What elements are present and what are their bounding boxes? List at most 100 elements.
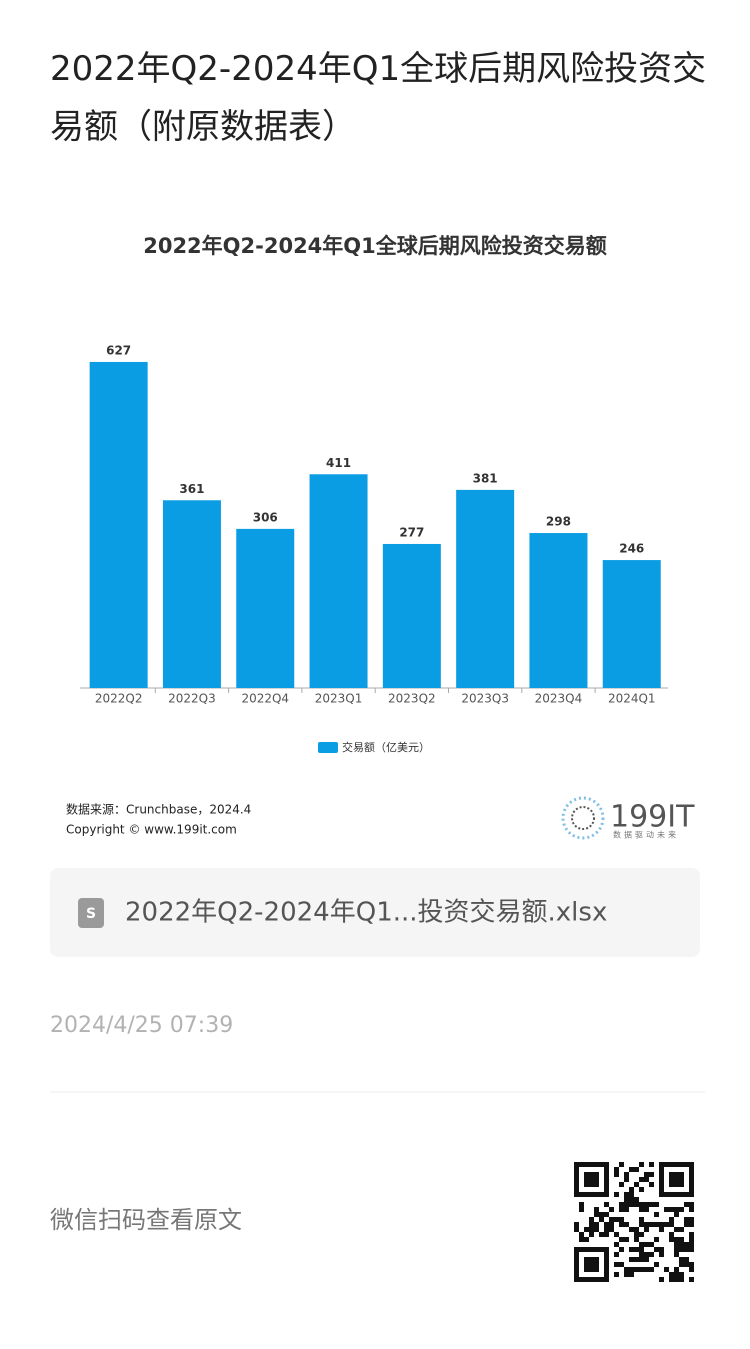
qr-cell	[594, 1227, 599, 1232]
data-label: 306	[253, 510, 278, 524]
qr-cell	[644, 1227, 649, 1232]
qr-cell	[589, 1222, 594, 1227]
qr-finder	[669, 1172, 684, 1187]
qr-cell	[689, 1247, 694, 1252]
qr-cell	[684, 1202, 689, 1207]
qr-cell	[629, 1187, 634, 1192]
qr-cell	[634, 1202, 639, 1207]
qr-cell	[574, 1227, 579, 1232]
logo-text: 199IT	[610, 800, 695, 835]
qr-cell	[614, 1217, 619, 1222]
bar	[529, 533, 588, 688]
qr-cell	[679, 1207, 684, 1212]
qr-cell	[589, 1217, 594, 1222]
qr-cell	[604, 1222, 609, 1227]
qr-cell	[679, 1277, 684, 1282]
qr-cell	[629, 1192, 634, 1197]
qr-cell	[669, 1222, 674, 1227]
file-icon	[78, 898, 104, 928]
qr-cell	[634, 1257, 639, 1262]
qr-cell	[579, 1202, 584, 1207]
qr-cell	[674, 1227, 679, 1232]
qr-cell	[684, 1257, 689, 1262]
qr-cell	[584, 1227, 589, 1232]
article-title: 2022年Q2-2024年Q1全球后期风险投资交易额（附原数据表）	[50, 49, 707, 147]
qr-cell	[679, 1272, 684, 1277]
qr-cell	[639, 1257, 644, 1262]
data-label: 411	[326, 456, 351, 470]
qr-cell	[604, 1232, 609, 1237]
x-tick-label: 2024Q1	[608, 692, 656, 706]
qr-cell	[634, 1227, 639, 1232]
copyright: Copyright © www.199it.com	[66, 823, 237, 837]
qr-cell	[609, 1207, 614, 1212]
qr-cell	[619, 1182, 624, 1187]
qr-cell	[614, 1252, 619, 1257]
qr-cell	[669, 1277, 674, 1282]
qr-cell	[614, 1232, 619, 1237]
qr-cell	[639, 1187, 644, 1192]
qr-cell	[669, 1217, 674, 1222]
qr-cell	[649, 1267, 654, 1272]
qr-cell	[619, 1247, 624, 1252]
qr-cell	[629, 1272, 634, 1277]
qr-cell	[684, 1247, 689, 1252]
qr-cell	[674, 1267, 679, 1272]
qr-cell	[624, 1177, 629, 1182]
qr-cell	[624, 1172, 629, 1177]
qr-cell	[664, 1267, 669, 1272]
qr-cell	[624, 1272, 629, 1277]
qr-cell	[684, 1217, 689, 1222]
chart-title: 2022年Q2-2024年Q1全球后期风险投资交易额	[143, 234, 607, 258]
qr-cell	[649, 1242, 654, 1247]
legend-label: 交易额（亿美元）	[342, 740, 430, 754]
qr-cell	[614, 1167, 619, 1172]
qr-cell	[684, 1242, 689, 1247]
qr-cell	[649, 1222, 654, 1227]
qr-cell	[624, 1197, 629, 1202]
qr-cell	[599, 1217, 604, 1222]
x-tick-label: 2023Q2	[388, 692, 436, 706]
qr-cell	[634, 1247, 639, 1252]
qr-cell	[619, 1207, 624, 1212]
qr-cell	[624, 1222, 629, 1227]
qr-cell	[604, 1212, 609, 1217]
qr-cell	[579, 1207, 584, 1212]
qr-cell	[669, 1237, 674, 1242]
qr-code[interactable]	[574, 1162, 694, 1282]
attachment-card[interactable]	[50, 868, 700, 957]
qr-cell	[639, 1232, 644, 1237]
x-tick-label: 2022Q4	[241, 692, 289, 706]
qr-cell	[659, 1252, 664, 1257]
qr-cell	[619, 1162, 624, 1167]
bar	[309, 474, 368, 688]
qr-cell	[679, 1257, 684, 1262]
qr-cell	[654, 1247, 659, 1252]
qr-cell	[584, 1237, 589, 1242]
qr-cell	[644, 1172, 649, 1177]
qr-cell	[609, 1217, 614, 1222]
qr-cell	[689, 1277, 694, 1282]
qr-cell	[684, 1262, 689, 1267]
source: 数据来源：Crunchbase，2024.4	[66, 802, 251, 817]
qr-cell	[609, 1222, 614, 1227]
bar	[89, 361, 148, 688]
qr-cell	[689, 1237, 694, 1242]
qr-cell	[644, 1252, 649, 1257]
qr-cell	[614, 1172, 619, 1177]
qr-cell	[649, 1202, 654, 1207]
qr-cell	[629, 1202, 634, 1207]
x-tick-label: 2023Q1	[315, 692, 363, 706]
qr-cell	[679, 1247, 684, 1252]
attachment-name[interactable]: 2022年Q2-2024年Q1...投资交易额.xlsx	[125, 898, 607, 928]
qr-cell	[589, 1232, 594, 1237]
qr-cell	[674, 1247, 679, 1252]
qr-cell	[639, 1207, 644, 1212]
qr-cell	[664, 1207, 669, 1212]
qr-cell	[689, 1262, 694, 1267]
qr-cell	[609, 1227, 614, 1232]
data-label: 381	[473, 471, 498, 485]
qr-cell	[659, 1247, 664, 1252]
qr-cell	[659, 1222, 664, 1227]
